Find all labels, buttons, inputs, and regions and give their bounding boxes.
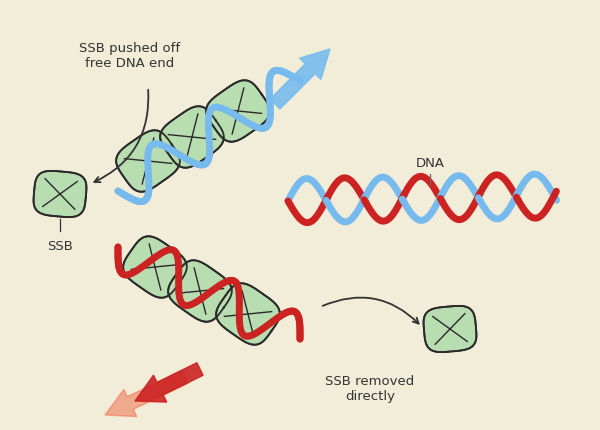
FancyArrow shape [270,50,330,110]
FancyArrow shape [135,363,203,402]
Text: SSB: SSB [47,240,73,252]
Text: DNA: DNA [415,157,445,169]
Polygon shape [424,306,476,352]
Polygon shape [34,172,86,218]
Text: SSB pushed off
free DNA end: SSB pushed off free DNA end [79,42,181,70]
Polygon shape [116,131,180,192]
Polygon shape [168,261,232,322]
Polygon shape [206,81,270,142]
FancyArrow shape [105,371,188,417]
Text: SSB removed
directly: SSB removed directly [325,374,415,402]
Polygon shape [123,237,187,298]
Polygon shape [160,107,224,168]
Polygon shape [216,284,280,345]
